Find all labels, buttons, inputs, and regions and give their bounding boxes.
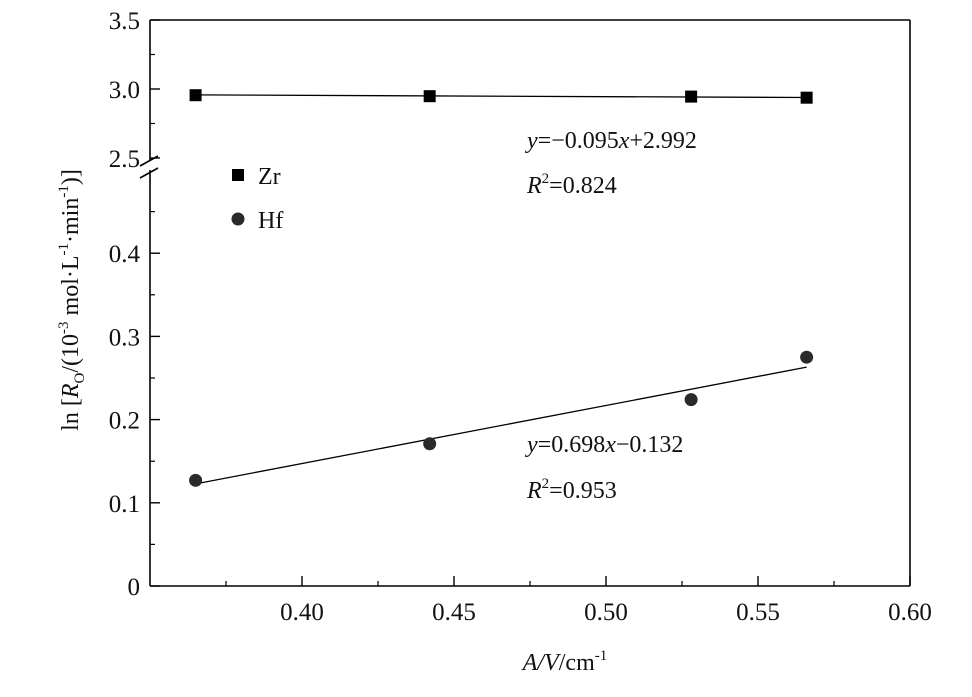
r-squared-hf: R2=0.953 — [526, 476, 617, 504]
r2-r: R — [526, 478, 542, 504]
r2-r: R — [526, 173, 542, 199]
legend-marker-zr — [232, 169, 244, 181]
x-label-sup: -1 — [595, 648, 608, 664]
r2-sup: 2 — [542, 171, 550, 187]
equation-zr: y=−0.095x+2.992 — [525, 128, 697, 154]
x-tick-label: 0.55 — [736, 599, 780, 626]
r-squared-zr: R2=0.824 — [526, 171, 617, 199]
y-label-sup1: -3 — [56, 321, 72, 334]
legend-marker-hf — [231, 212, 245, 226]
y-tick-label: 0.4 — [109, 241, 141, 268]
fit-line-hf — [195, 366, 807, 485]
point-zr — [685, 90, 698, 103]
y-label-mid2: mol·L — [58, 255, 84, 321]
x-axis-label: A/V/cm-1 — [521, 648, 608, 676]
y-tick-label: 0.2 — [109, 408, 140, 435]
eq-tail: −0.132 — [616, 432, 684, 458]
y-tick-label: 3.5 — [109, 8, 140, 35]
legend-label-zr: Zr — [258, 164, 281, 190]
y-tick-label: 2.5 — [109, 146, 140, 173]
y-tick-label: 0 — [128, 574, 141, 601]
y-tick-label: 0.1 — [109, 491, 140, 518]
eq-x: x — [618, 128, 630, 154]
point-zr — [423, 90, 436, 103]
y-label-sup2: -1 — [56, 243, 72, 256]
x-label-unit: /cm — [559, 650, 595, 676]
eq-coef: =−0.095 — [538, 128, 619, 154]
y-label-mid: /(10 — [58, 334, 84, 373]
axis-break-mark-2 — [139, 167, 159, 179]
eq-coef: =0.698 — [538, 432, 606, 458]
legend-label-hf: Hf — [258, 208, 283, 234]
point-hf — [684, 393, 698, 407]
y-tick-label: 0.3 — [109, 324, 140, 351]
y-label-mid3: ·min — [58, 198, 84, 243]
point-hf — [800, 350, 814, 364]
y-axis-label: ln [RO/(10-3 mol·L-1·min-1)] — [56, 169, 88, 431]
y-label-post: )] — [58, 169, 84, 185]
y-label-sub: O — [72, 372, 88, 383]
eq-x: x — [604, 432, 616, 458]
point-hf — [189, 473, 203, 487]
y-tick-label: 3.0 — [109, 77, 140, 104]
r2-val: =0.824 — [549, 173, 617, 199]
point-zr — [800, 91, 813, 104]
point-zr — [189, 89, 202, 102]
eq-tail: +2.992 — [629, 128, 697, 154]
y-label-sup3: -1 — [56, 185, 72, 198]
equation-hf: y=0.698x−0.132 — [525, 432, 683, 458]
r2-sup: 2 — [542, 476, 550, 492]
x-tick-label: 0.60 — [888, 599, 932, 626]
x-tick-label: 0.50 — [584, 599, 628, 626]
y-label-italic: R — [58, 383, 84, 399]
x-tick-label: 0.45 — [432, 599, 476, 626]
x-label-italic: A/V — [521, 650, 561, 676]
x-tick-label: 0.40 — [280, 599, 324, 626]
fit-line-zr — [195, 94, 807, 99]
y-label-pre: ln [ — [58, 398, 84, 431]
eq-y: y — [525, 432, 538, 458]
point-hf — [423, 437, 437, 451]
eq-y: y — [525, 128, 538, 154]
r2-val: =0.953 — [549, 478, 617, 504]
